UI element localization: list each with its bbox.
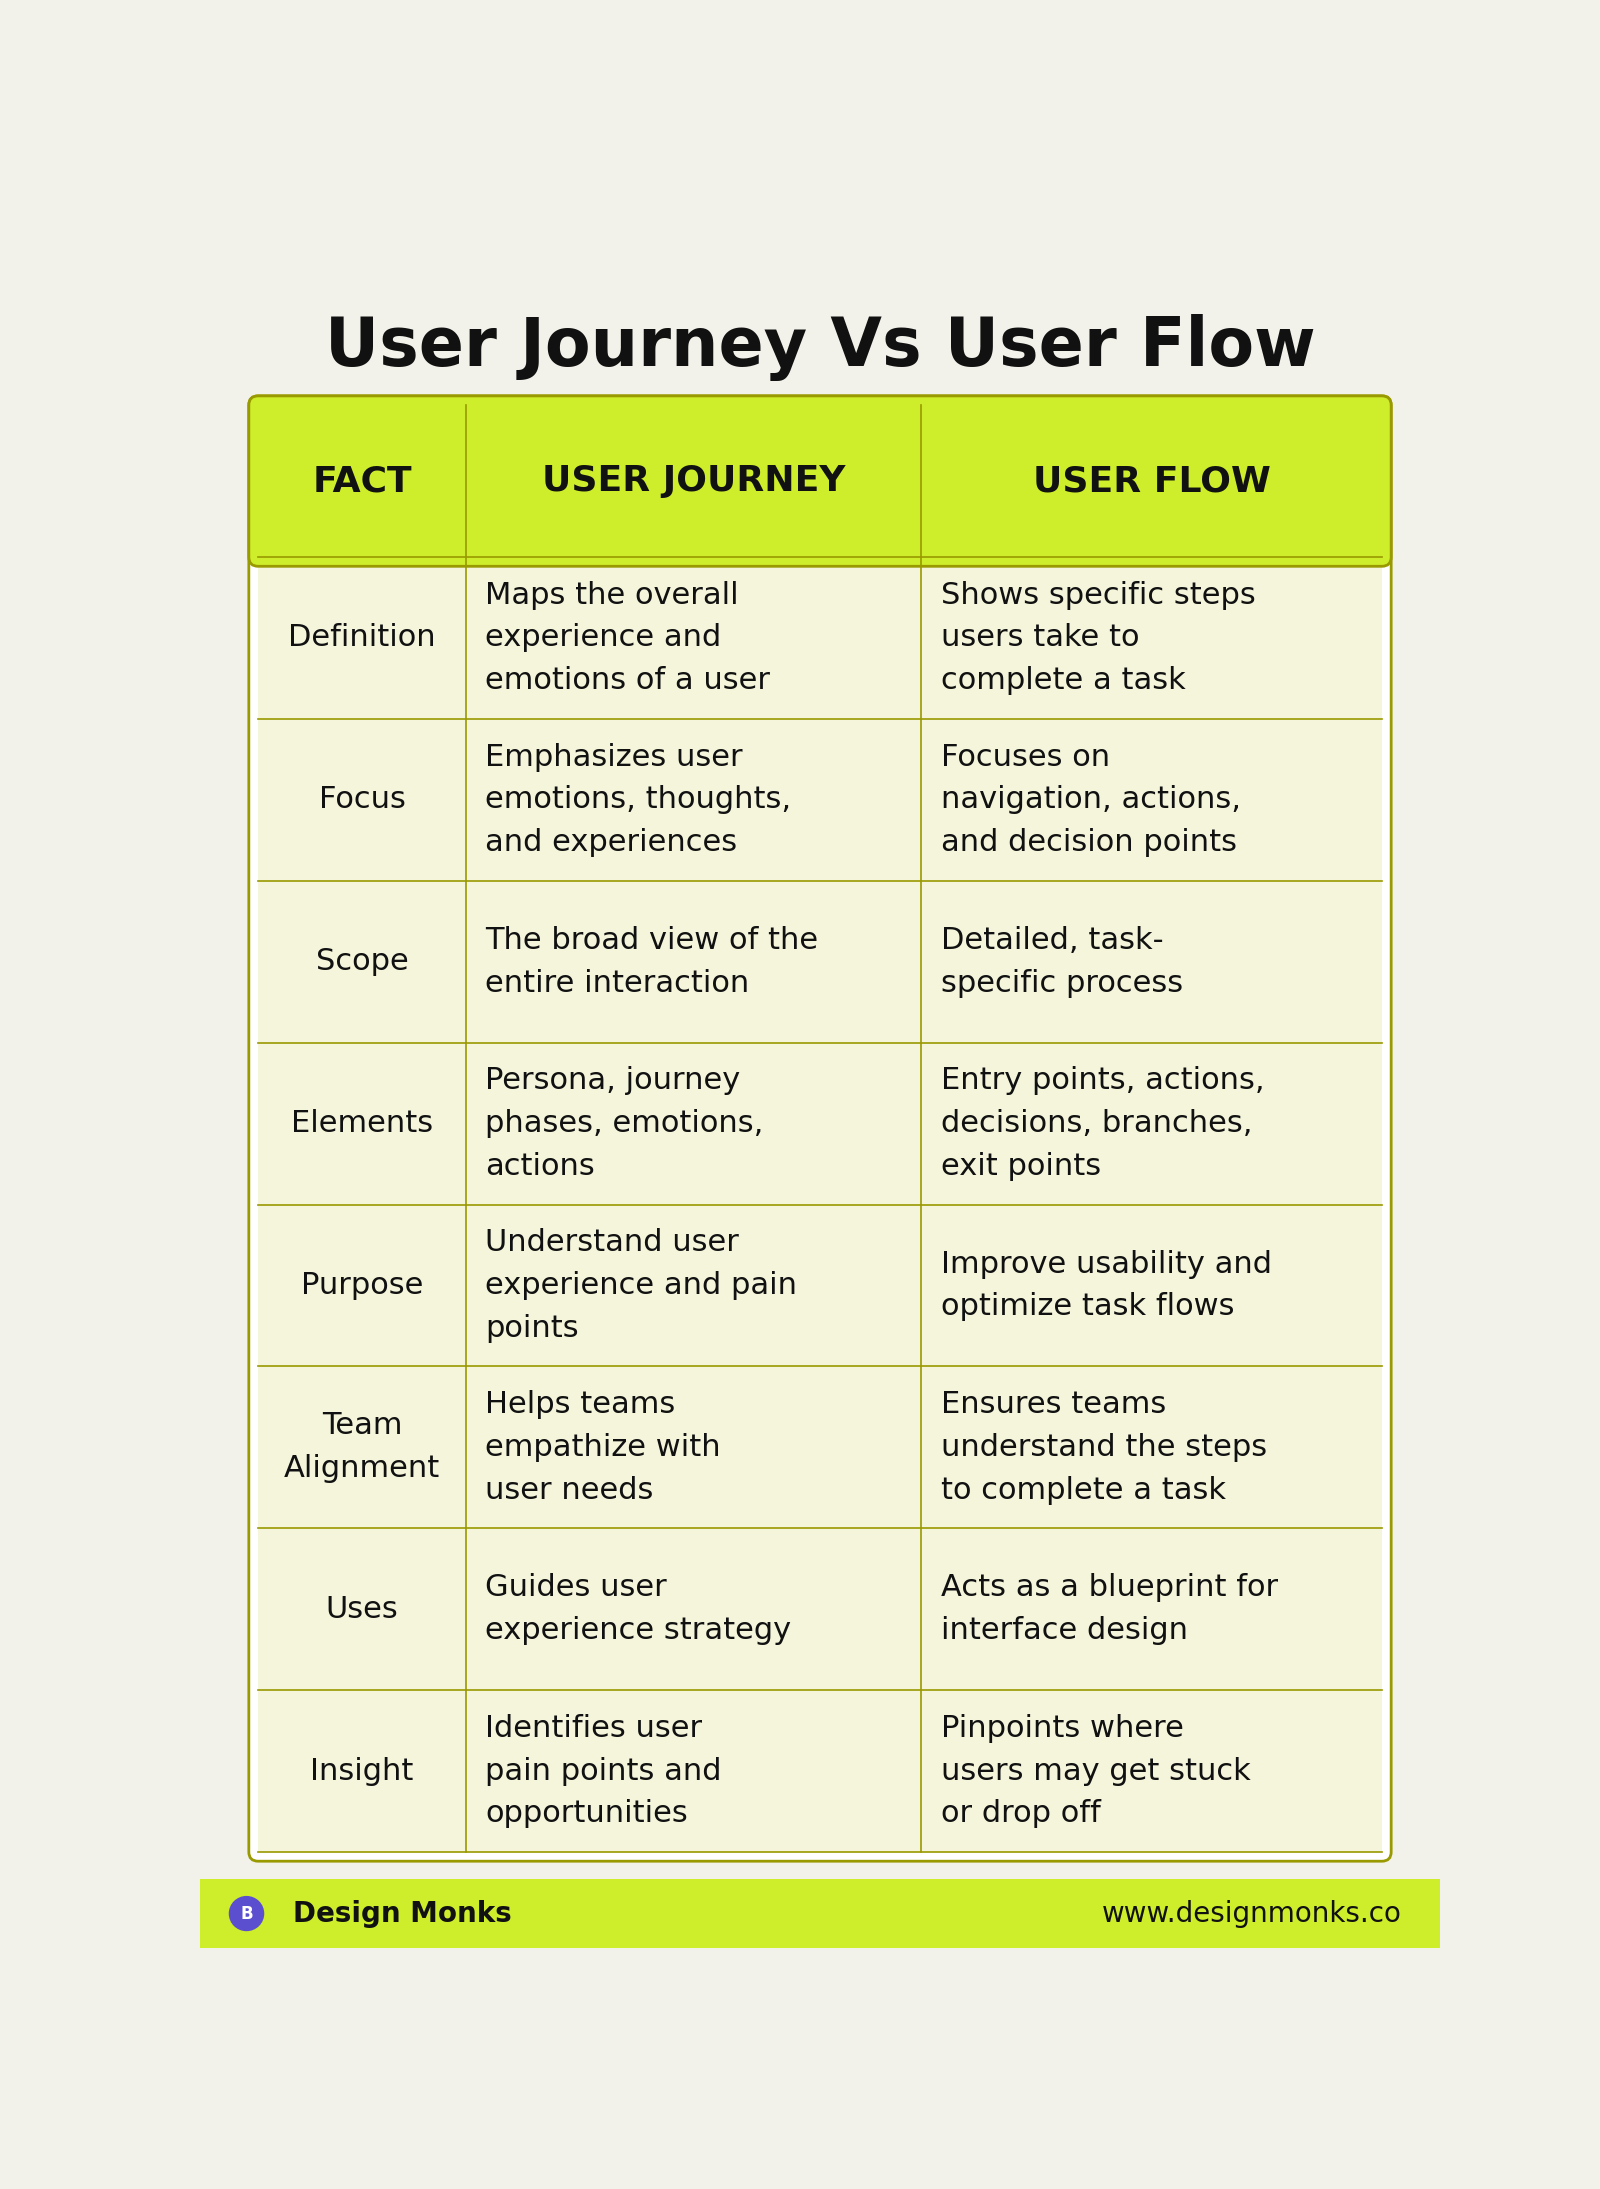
Text: Focuses on
navigation, actions,
and decision points: Focuses on navigation, actions, and deci… — [941, 742, 1240, 858]
Bar — [258, 1042, 1382, 1204]
Bar — [258, 556, 1382, 718]
Bar — [258, 1528, 1382, 1690]
Text: USER JOURNEY: USER JOURNEY — [542, 464, 845, 499]
Text: www.designmonks.co: www.designmonks.co — [1101, 1900, 1402, 1929]
Text: Insight: Insight — [310, 1756, 414, 1786]
Text: FACT: FACT — [312, 464, 411, 499]
Text: B: B — [240, 1904, 253, 1922]
Text: Understand user
experience and pain
points: Understand user experience and pain poin… — [485, 1228, 797, 1342]
Circle shape — [229, 1896, 264, 1931]
Text: Identifies user
pain points and
opportunities: Identifies user pain points and opportun… — [485, 1714, 722, 1828]
Text: Team
Alignment: Team Alignment — [283, 1412, 440, 1484]
Text: The broad view of the
entire interaction: The broad view of the entire interaction — [485, 926, 819, 998]
FancyBboxPatch shape — [250, 396, 1390, 1861]
Text: Guides user
experience strategy: Guides user experience strategy — [485, 1574, 792, 1646]
Text: Entry points, actions,
decisions, branches,
exit points: Entry points, actions, decisions, branch… — [941, 1066, 1264, 1180]
FancyBboxPatch shape — [250, 396, 1390, 567]
Text: Ensures teams
understand the steps
to complete a task: Ensures teams understand the steps to co… — [941, 1390, 1267, 1504]
Text: Design Monks: Design Monks — [293, 1900, 512, 1929]
Bar — [258, 718, 1382, 880]
Text: Uses: Uses — [326, 1594, 398, 1624]
Text: Elements: Elements — [291, 1110, 434, 1138]
Text: Definition: Definition — [288, 624, 435, 652]
Text: USER FLOW: USER FLOW — [1032, 464, 1270, 499]
Text: Improve usability and
optimize task flows: Improve usability and optimize task flow… — [941, 1250, 1272, 1322]
Text: Acts as a blueprint for
interface design: Acts as a blueprint for interface design — [941, 1574, 1278, 1646]
Bar — [258, 1204, 1382, 1366]
Text: Helps teams
empathize with
user needs: Helps teams empathize with user needs — [485, 1390, 722, 1504]
Text: Pinpoints where
users may get stuck
or drop off: Pinpoints where users may get stuck or d… — [941, 1714, 1250, 1828]
Text: Shows specific steps
users take to
complete a task: Shows specific steps users take to compl… — [941, 580, 1256, 696]
Text: Scope: Scope — [315, 948, 408, 976]
Text: Purpose: Purpose — [301, 1272, 424, 1300]
Text: Maps the overall
experience and
emotions of a user: Maps the overall experience and emotions… — [485, 580, 770, 696]
Bar — [258, 880, 1382, 1042]
Bar — [258, 1690, 1382, 1852]
Text: Detailed, task-
specific process: Detailed, task- specific process — [941, 926, 1182, 998]
Text: Focus: Focus — [318, 786, 405, 814]
Bar — [200, 1878, 1440, 1948]
Bar — [258, 512, 1382, 556]
Text: Persona, journey
phases, emotions,
actions: Persona, journey phases, emotions, actio… — [485, 1066, 763, 1180]
Text: Emphasizes user
emotions, thoughts,
and experiences: Emphasizes user emotions, thoughts, and … — [485, 742, 792, 858]
Text: User Journey Vs User Flow: User Journey Vs User Flow — [325, 313, 1315, 381]
Bar — [258, 1366, 1382, 1528]
